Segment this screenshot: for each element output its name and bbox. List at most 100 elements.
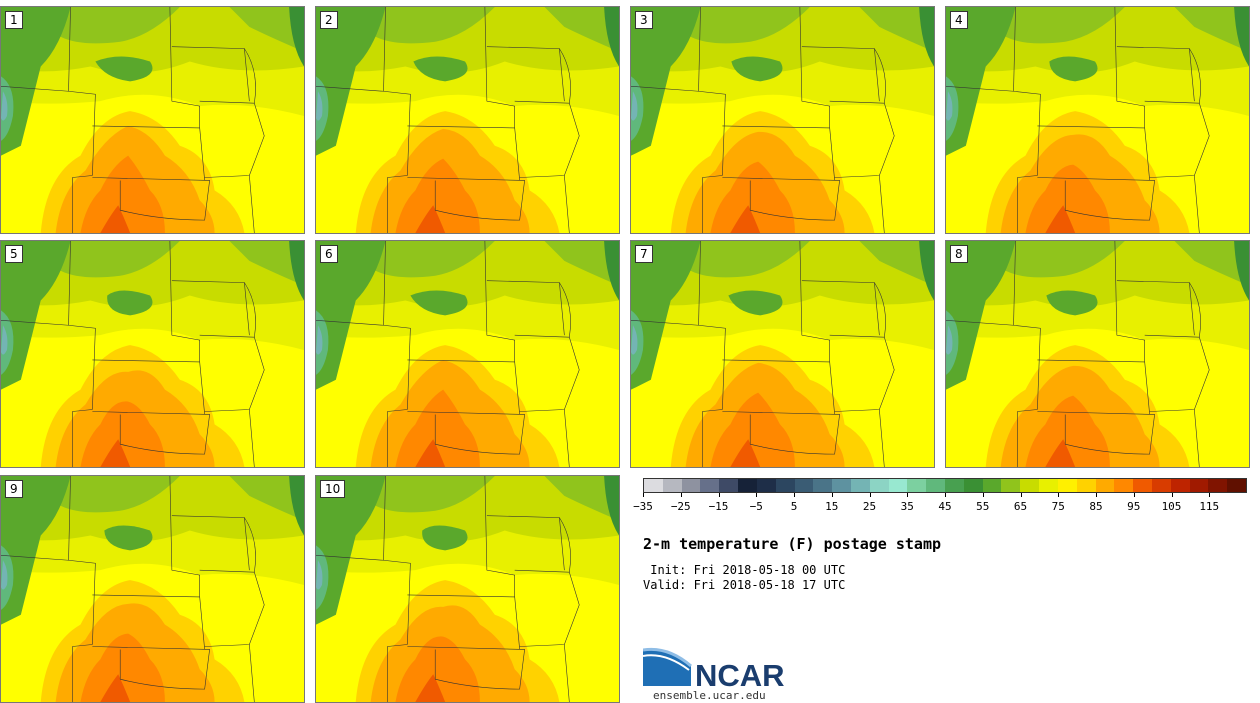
colorbar-tick-label: 95 (1127, 500, 1141, 513)
colorbar-swatch (926, 479, 945, 492)
colorbar-tickmark (718, 493, 720, 497)
colorbar-tickmark (907, 493, 909, 497)
panel-number-label: 7 (635, 245, 653, 263)
temperature-map (946, 241, 1249, 467)
colorbar-swatch (1057, 479, 1077, 492)
colorbar-swatch (1133, 479, 1152, 492)
colorbar-tick-label: 5 (790, 500, 798, 513)
ncar-logo: NCAR (643, 647, 785, 690)
colorbar-tick-label: 105 (1161, 500, 1182, 513)
colorbar-tick-label: −25 (670, 500, 691, 513)
init-time: Init: Fri 2018-05-18 00 UTC (643, 563, 846, 577)
colorbar-swatch (1095, 479, 1115, 492)
colorbar-tickmark (831, 493, 833, 497)
panel-number-label: 6 (320, 245, 338, 263)
colorbar-swatch (1001, 479, 1021, 492)
colorbar-tickmark (1171, 493, 1173, 497)
temperature-map (631, 7, 934, 233)
colorbar-swatch (1039, 479, 1058, 492)
colorbar-swatch (756, 479, 776, 492)
colorbar-tick-label: 15 (825, 500, 839, 513)
map-panel-2: 2 (315, 6, 620, 234)
colorbar-swatch (794, 479, 814, 492)
map-panel-7: 7 (630, 240, 935, 468)
colorbar-tick-label: −15 (708, 500, 729, 513)
colorbar-swatch (1076, 479, 1096, 492)
colorbar-swatch (719, 479, 739, 492)
colorbar-tick-label: 25 (862, 500, 877, 513)
colorbar-swatch (700, 479, 720, 492)
ncar-logo-text: NCAR (695, 658, 785, 690)
colorbar-swatch (963, 479, 983, 492)
temperature-map (316, 241, 619, 467)
map-panel-5: 5 (0, 240, 305, 468)
colorbar-tick-label: 85 (1089, 500, 1103, 513)
colorbar-swatch (1114, 479, 1134, 492)
panel-number-label: 3 (635, 11, 653, 29)
map-panel-4: 4 (945, 6, 1250, 234)
colorbar-tickmark (794, 493, 795, 497)
website-url: ensemble.ucar.edu (653, 689, 766, 702)
colorbar-swatch (888, 479, 908, 492)
panel-number-label: 4 (950, 11, 968, 29)
colorbar-swatch (1020, 479, 1040, 492)
colorbar-swatch (662, 479, 682, 492)
map-panel-10: 10 (315, 475, 620, 703)
colorbar-swatch (982, 479, 1002, 492)
colorbar-tick-label: 55 (976, 500, 990, 513)
colorbar-swatch (738, 479, 757, 492)
temperature-map (946, 7, 1249, 233)
colorbar-swatch (644, 479, 663, 492)
colorbar-swatch (1170, 479, 1190, 492)
colorbar-tick-label: 75 (1051, 500, 1065, 513)
colorbar-swatch (850, 479, 870, 492)
colorbar-swatch (775, 479, 795, 492)
colorbar-tick-label: 35 (900, 500, 914, 513)
colorbar-tickmark (1020, 493, 1022, 497)
colorbar-tickmark (945, 493, 946, 497)
colorbar-swatch (869, 479, 889, 492)
temperature-map (631, 241, 934, 467)
panel-number-label: 1 (5, 11, 23, 29)
colorbar-tickmark (756, 493, 758, 497)
colorbar-tick-label: −5 (749, 500, 763, 513)
map-panel-6: 6 (315, 240, 620, 468)
valid-time: Valid: Fri 2018-05-18 17 UTC (643, 578, 846, 592)
colorbar-swatch (813, 479, 833, 492)
panel-number-label: 5 (5, 245, 23, 263)
colorbar-tick-label: 65 (1013, 500, 1028, 513)
colorbar-tickmark (1133, 493, 1135, 497)
temperature-colorbar (643, 478, 1247, 493)
colorbar-tickmark (982, 493, 984, 497)
temperature-map (1, 241, 304, 467)
map-panel-1: 1 (0, 6, 305, 234)
colorbar-tickmark (1096, 493, 1097, 497)
colorbar-swatch (1227, 479, 1246, 492)
panel-number-label: 8 (950, 245, 968, 263)
panel-number-label: 2 (320, 11, 338, 29)
map-panel-3: 3 (630, 6, 935, 234)
colorbar-swatch (1208, 479, 1228, 492)
colorbar-swatch (832, 479, 851, 492)
colorbar-swatch (945, 479, 964, 492)
colorbar-tickmark (869, 493, 871, 497)
colorbar-swatch (1189, 479, 1209, 492)
colorbar-tick-label: −35 (633, 500, 653, 513)
temperature-map (316, 7, 619, 233)
panel-number-label: 10 (320, 480, 346, 498)
map-panel-9: 9 (0, 475, 305, 703)
colorbar-tick-label: 115 (1199, 500, 1220, 513)
chart-title: 2-m temperature (F) postage stamp (643, 535, 942, 553)
map-panel-8: 8 (945, 240, 1250, 468)
colorbar-tickmark (1209, 493, 1211, 497)
colorbar-tickmark (1058, 493, 1060, 497)
colorbar-tickmark (680, 493, 682, 497)
colorbar-tick-label: 45 (938, 500, 952, 513)
temperature-map (1, 476, 304, 702)
temperature-map (1, 7, 304, 233)
colorbar-swatch (1151, 479, 1171, 492)
colorbar-swatch (907, 479, 927, 492)
panel-number-label: 9 (5, 480, 23, 498)
colorbar-tickmark (643, 493, 644, 497)
temperature-map (316, 476, 619, 702)
